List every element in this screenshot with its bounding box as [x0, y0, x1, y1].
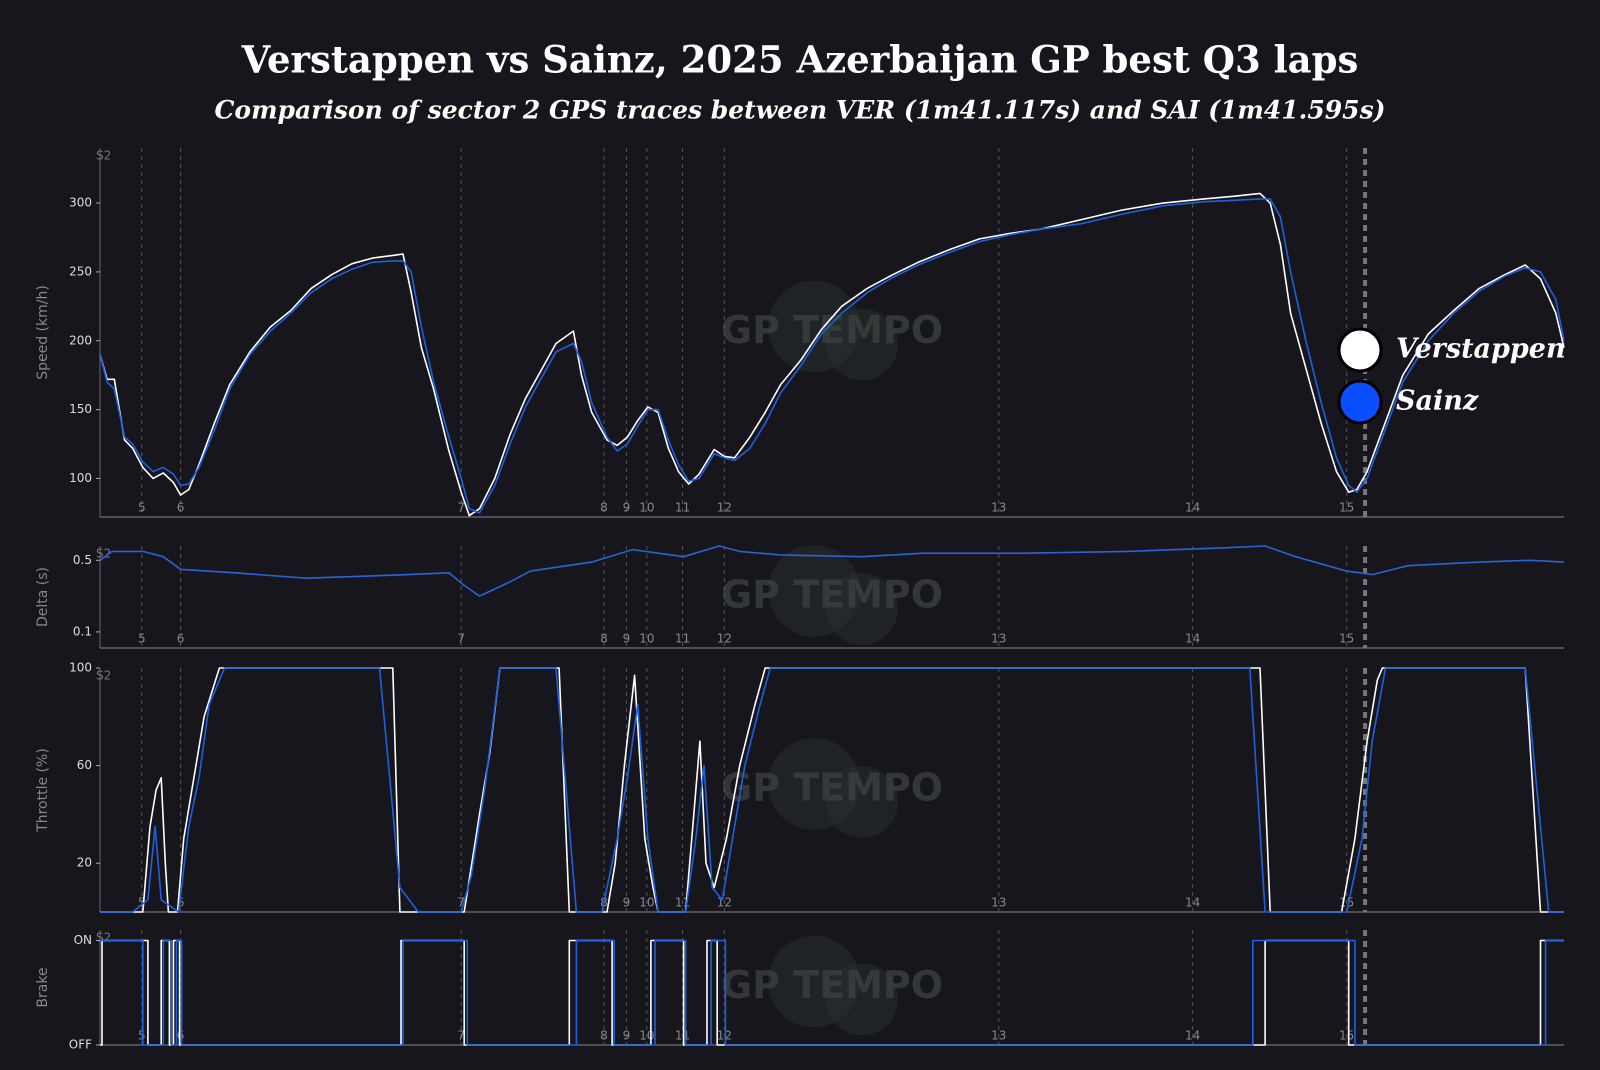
- series-line: [99, 192, 1565, 517]
- y-tick-label: OFF: [69, 1038, 92, 1052]
- corner-label: 14: [1185, 1029, 1200, 1043]
- corner-label: 9: [623, 896, 631, 910]
- sector-label: S2: [96, 149, 111, 163]
- corner-label: 6: [177, 501, 185, 515]
- corner-label: 8: [600, 1029, 608, 1043]
- corner-label: 13: [991, 1029, 1006, 1043]
- watermark-circle: [826, 963, 898, 1036]
- sector-label: S2: [96, 669, 111, 683]
- corner-label: 8: [600, 632, 608, 646]
- corner-label: 10: [639, 632, 654, 646]
- corner-label: 10: [639, 896, 654, 910]
- corner-label: 15: [1339, 1029, 1354, 1043]
- corner-label: 13: [991, 501, 1006, 515]
- corner-label: 13: [991, 896, 1006, 910]
- y-tick-label: 150: [69, 402, 92, 416]
- y-tick-label: 100: [69, 661, 92, 675]
- corner-label: 5: [138, 501, 146, 515]
- series-line: [100, 667, 1564, 913]
- corner-label: 11: [675, 501, 690, 515]
- chart-title: Verstappen vs Sainz, 2025 Azerbaijan GP …: [241, 38, 1359, 82]
- watermark-circle: [768, 545, 860, 637]
- watermark: GP TEMPO: [721, 573, 943, 617]
- watermark-circle: [768, 738, 860, 830]
- y-tick-label: 0.1: [73, 624, 92, 638]
- corner-label: 7: [457, 632, 465, 646]
- corner-label: 12: [717, 501, 732, 515]
- corner-label: 14: [1185, 896, 1200, 910]
- corner-label: 7: [457, 1029, 465, 1043]
- y-tick-label: 60: [77, 758, 92, 772]
- y-axis-label: Brake: [35, 967, 51, 1007]
- sector-label: S2: [96, 931, 111, 945]
- corner-label: 12: [717, 896, 732, 910]
- y-tick-label: 100: [69, 471, 92, 485]
- corner-label: 10: [639, 1029, 654, 1043]
- corner-label: 10: [639, 501, 654, 515]
- y-tick-label: ON: [74, 933, 92, 947]
- series-line: [100, 939, 1564, 1046]
- corner-label: 15: [1339, 632, 1354, 646]
- corner-label: 8: [600, 501, 608, 515]
- watermark: GP TEMPO: [721, 308, 943, 352]
- sector-label: S2: [96, 547, 111, 561]
- chart-subtitle: Comparison of sector 2 GPS traces betwee…: [215, 96, 1386, 125]
- corner-label: 5: [138, 632, 146, 646]
- y-tick-label: 20: [77, 856, 92, 870]
- series-line: [100, 939, 1564, 1046]
- series-line: [99, 198, 1565, 514]
- y-axis-label: Delta (s): [35, 567, 51, 627]
- watermark-circle: [826, 308, 898, 381]
- y-tick-label: 250: [69, 264, 92, 278]
- corner-label: 5: [138, 896, 146, 910]
- corner-label: 6: [177, 1029, 185, 1043]
- corner-label: 15: [1339, 896, 1354, 910]
- y-tick-label: 0.5: [73, 553, 92, 567]
- corner-label: 9: [623, 1029, 631, 1043]
- y-tick-label: 200: [69, 333, 92, 347]
- corner-label: 14: [1185, 632, 1200, 646]
- corner-label: 5: [138, 1029, 146, 1043]
- series-line: [99, 545, 1565, 597]
- legend-label: Verstappen: [1396, 334, 1566, 365]
- corner-label: 6: [177, 632, 185, 646]
- corner-label: 6: [177, 896, 185, 910]
- y-axis-label: Throttle (%): [35, 748, 51, 833]
- watermark-circle: [826, 766, 898, 838]
- corner-label: 7: [457, 501, 465, 515]
- corner-label: 11: [675, 632, 690, 646]
- y-tick-label: 300: [69, 196, 92, 210]
- corner-label: 14: [1185, 501, 1200, 515]
- corner-label: 15: [1339, 501, 1354, 515]
- corner-label: 11: [675, 1029, 690, 1043]
- y-axis-label: Speed (km/h): [35, 285, 51, 380]
- legend-label: Sainz: [1396, 386, 1479, 417]
- watermark-circle: [768, 935, 860, 1028]
- corner-label: 7: [457, 896, 465, 910]
- watermark-circle: [826, 573, 898, 645]
- watermark-circle: [768, 280, 860, 373]
- corner-label: 12: [717, 632, 732, 646]
- corner-label: 13: [991, 632, 1006, 646]
- corner-label: 12: [717, 1029, 732, 1043]
- corner-label: 9: [623, 501, 631, 515]
- corner-label: 9: [623, 632, 631, 646]
- watermark: GP TEMPO: [721, 963, 943, 1007]
- legend-marker: [1337, 327, 1383, 373]
- legend-marker: [1337, 379, 1383, 425]
- watermark: GP TEMPO: [721, 766, 943, 810]
